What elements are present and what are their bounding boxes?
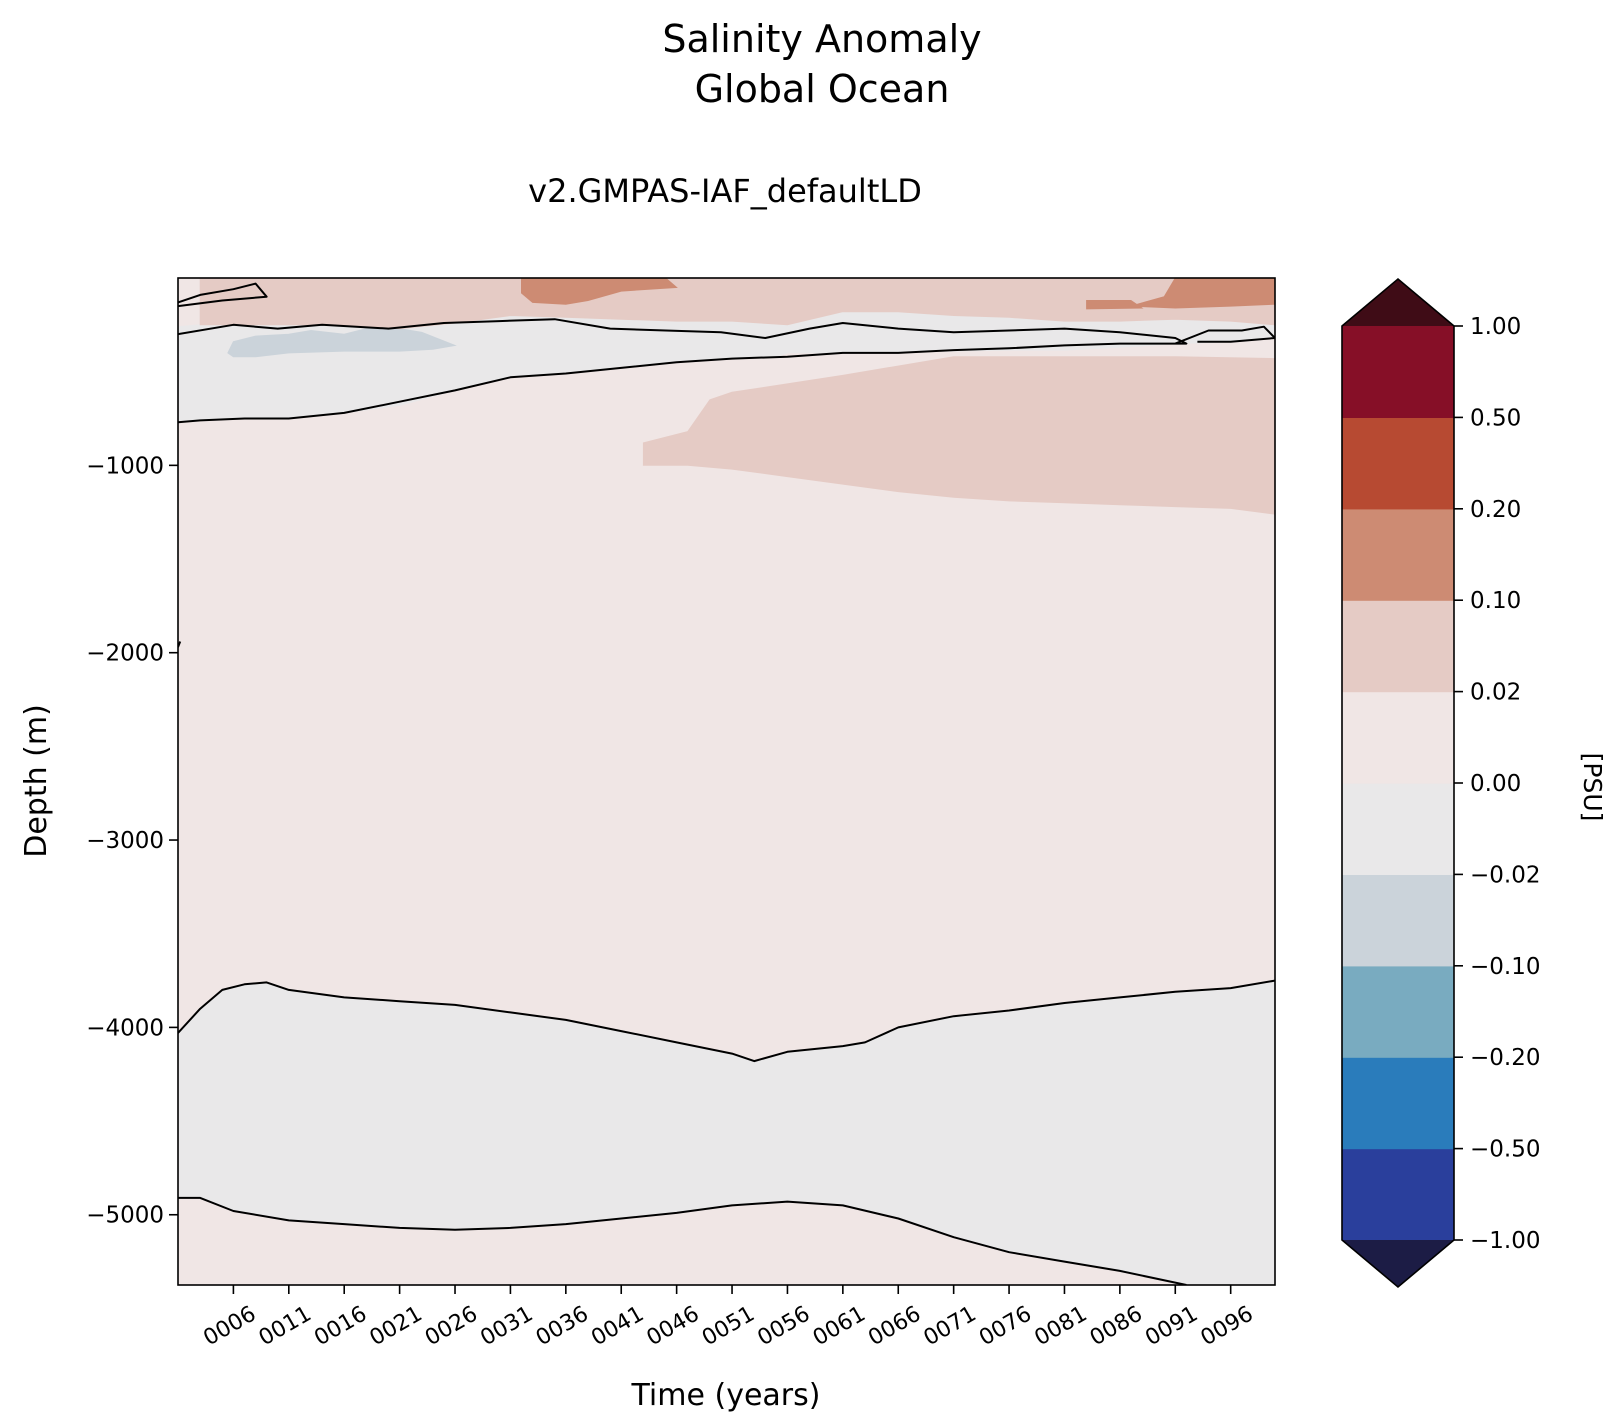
colorbar-tick-label: −0.50 xyxy=(1470,1137,1540,1163)
y-axis: −1000 −2000 −3000 −4000 −5000 xyxy=(86,453,178,1229)
chart-title-line1: Salinity Anomaly xyxy=(662,17,981,61)
x-tick-label: 0021 xyxy=(366,1302,427,1352)
x-tick-label: 0061 xyxy=(809,1302,870,1352)
x-tick-label: 0041 xyxy=(587,1302,648,1352)
colorbar-segment xyxy=(1342,508,1454,601)
x-tick-label: 0096 xyxy=(1197,1302,1258,1352)
x-tick-label: 0046 xyxy=(643,1302,704,1352)
anomaly-region xyxy=(227,328,457,358)
x-tick-label: 0036 xyxy=(532,1302,593,1352)
colorbar-extend-high xyxy=(1342,279,1454,326)
y-tick-label: −4000 xyxy=(86,1015,164,1041)
y-tick-label: −5000 xyxy=(86,1203,164,1229)
anomaly-region xyxy=(1086,300,1144,310)
colorbar-segment xyxy=(1342,326,1454,418)
colorbar-segment xyxy=(1342,874,1454,967)
colorbar-label: [PSU] xyxy=(1578,753,1607,822)
colorbar-segment xyxy=(1342,600,1454,693)
colorbar-tick-label: 0.00 xyxy=(1470,771,1521,797)
colorbar-extend-low xyxy=(1342,1240,1454,1287)
x-tick-label: 0031 xyxy=(476,1302,537,1352)
zero-contours xyxy=(178,282,1275,1285)
x-tick-label: 0076 xyxy=(975,1302,1036,1352)
x-tick-label: 0051 xyxy=(698,1302,759,1352)
x-tick-label: 0086 xyxy=(1086,1302,1147,1352)
colorbar: −1.00 −0.50 −0.20 −0.10 −0.02 0.00 0.02 0.10 0.2… xyxy=(1341,277,1540,1289)
anomaly-region xyxy=(1130,278,1275,309)
y-tick-label: −3000 xyxy=(86,828,164,854)
colorbar-tick-label: 0.02 xyxy=(1470,680,1521,706)
filled-regions xyxy=(178,278,1275,1285)
x-tick-label: 0026 xyxy=(421,1302,482,1352)
colorbar-tick-label: −1.00 xyxy=(1470,1228,1540,1254)
colorbar-segment xyxy=(1342,965,1454,1058)
chart-subtitle: v2.GMPAS-IAF_defaultLD xyxy=(528,172,922,210)
x-tick-label: 0016 xyxy=(310,1302,371,1352)
plot-area: 0006001100160021002600310036004100460051… xyxy=(86,277,1276,1352)
y-axis-label: Depth (m) xyxy=(19,704,54,858)
colorbar-tick-label: 1.00 xyxy=(1470,314,1521,340)
anomaly-region xyxy=(642,356,1275,515)
colorbar-tick-label: −0.20 xyxy=(1470,1045,1540,1071)
colorbar-segment xyxy=(1342,417,1454,510)
x-tick-label: 0081 xyxy=(1030,1302,1091,1352)
plot-frame xyxy=(177,277,1276,1286)
colorbar-tick-label: 0.50 xyxy=(1470,405,1521,431)
chart-title-line2: Global Ocean xyxy=(695,67,950,111)
contour-line xyxy=(1174,325,1275,345)
colorbar-tick-label: −0.02 xyxy=(1470,862,1540,888)
x-tick-label: 0091 xyxy=(1141,1302,1202,1352)
colorbar-segment xyxy=(1342,1057,1454,1150)
contour-line xyxy=(178,979,1275,1063)
colorbar-segment xyxy=(1342,1148,1454,1241)
y-tick-label: −2000 xyxy=(86,641,164,667)
contour-line xyxy=(178,282,268,308)
colorbar-segment xyxy=(1342,783,1454,875)
x-axis: 0006001100160021002600310036004100460051… xyxy=(199,1285,1258,1352)
y-tick-label: −1000 xyxy=(86,453,164,479)
x-tick-label: 0066 xyxy=(864,1302,925,1352)
x-tick-label: 0056 xyxy=(753,1302,814,1352)
x-tick-label: 0011 xyxy=(255,1302,316,1352)
colorbar-segment xyxy=(1342,691,1454,784)
anomaly-region xyxy=(521,278,678,305)
x-tick-label: 0071 xyxy=(920,1302,981,1352)
x-axis-label: Time (years) xyxy=(631,1378,821,1413)
colorbar-tick-label: 0.10 xyxy=(1470,588,1521,614)
colorbar-tick-label: −0.10 xyxy=(1470,954,1540,980)
colorbar-tick-label: 0.20 xyxy=(1470,497,1521,523)
contour-line xyxy=(178,1196,1187,1285)
x-tick-label: 0006 xyxy=(199,1302,260,1352)
